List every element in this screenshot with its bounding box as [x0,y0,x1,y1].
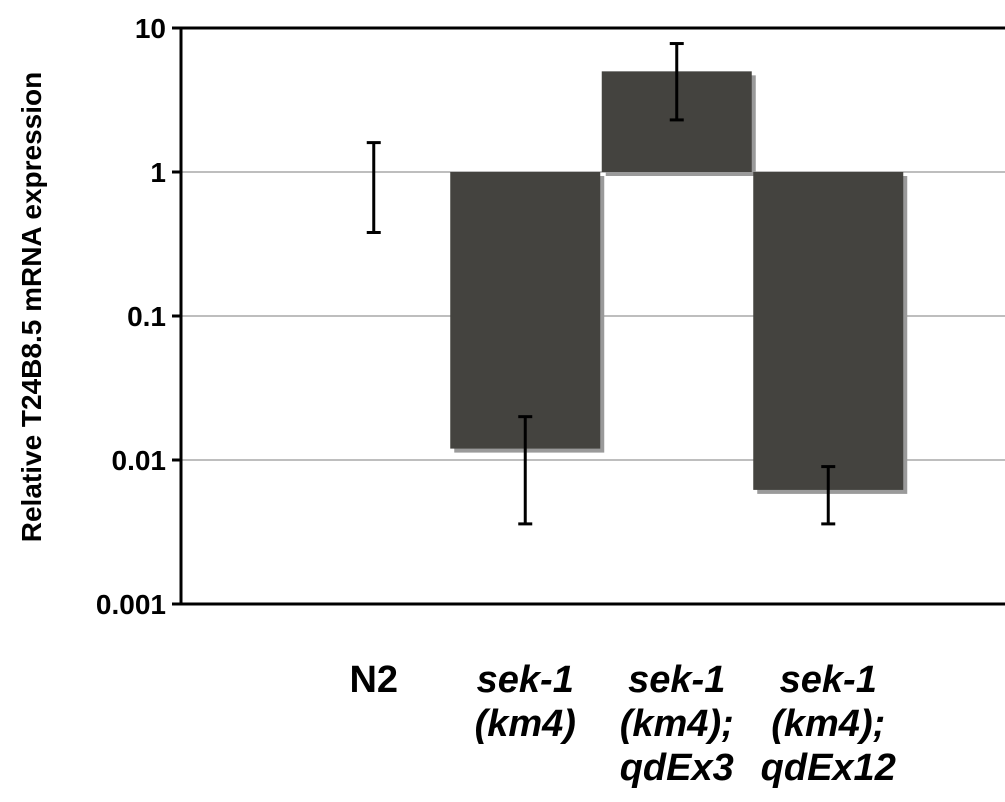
bars [450,71,908,494]
error-bars [366,42,836,526]
category-label: qdEx12 [761,747,896,789]
category-label: (km4); [620,703,734,745]
category-label: (km4) [475,703,576,745]
y-tick-labels: 10 1 0.1 0.01 0.001 [96,13,166,620]
bar [450,172,601,449]
y-axis-label: Relative T24B8.5 mRNA expression [16,72,47,543]
category-label: (km4); [771,703,885,745]
category-labels: N2 sek-1(km4)sek-1(km4);qdEx3sek-1(km4);q… [349,659,895,789]
y-tick-label: 10 [135,13,166,44]
y-tick-label: 0.1 [127,301,166,332]
y-tick-label: 0.001 [96,589,166,620]
category-label: sek-1 [628,659,725,701]
axes [172,26,1005,606]
category-label: N2 [349,659,398,701]
category-label: qdEx3 [620,747,734,789]
category-label: sek-1 [780,659,877,701]
bar [753,172,904,490]
category-label: sek-1 [477,659,574,701]
y-tick-label: 0.01 [112,445,167,476]
y-tick-label: 1 [150,157,166,188]
